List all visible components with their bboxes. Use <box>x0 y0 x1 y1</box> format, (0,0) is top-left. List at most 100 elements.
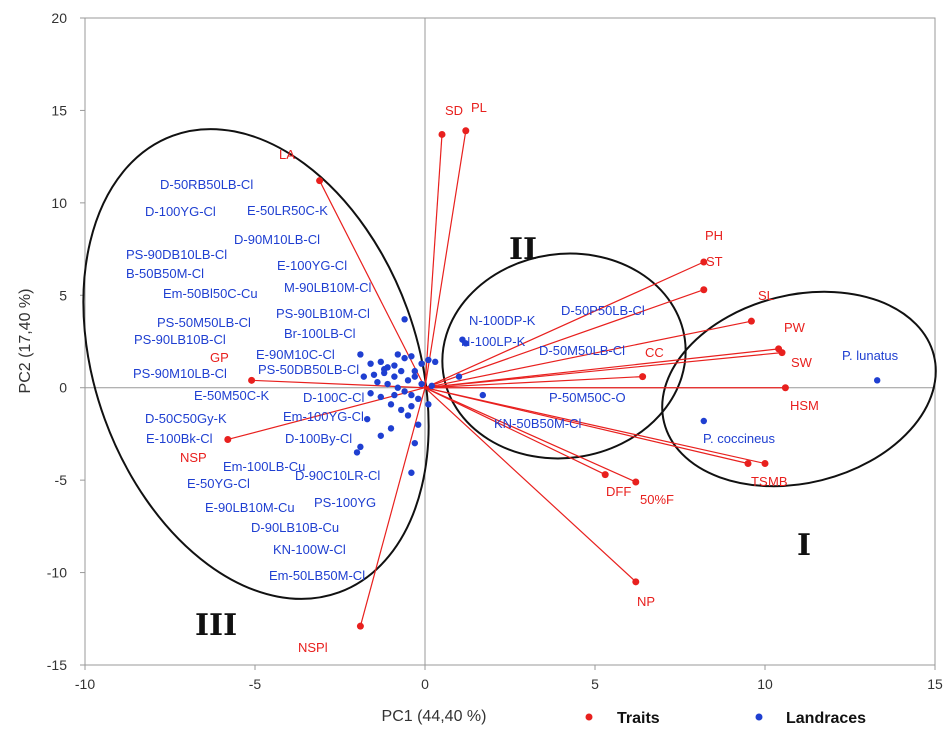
landrace-point <box>353 449 361 456</box>
landrace-point <box>700 417 707 425</box>
trait-label: HSM <box>790 398 819 413</box>
landrace-label: E-50YG-Cl <box>187 476 250 491</box>
trait-vector <box>424 134 443 388</box>
trait-label: SD <box>445 103 463 118</box>
y-tick-label: 5 <box>59 287 67 303</box>
landrace-point <box>357 351 364 358</box>
trait-label: SL <box>758 288 774 303</box>
landrace-point <box>367 360 374 367</box>
trait-point <box>316 177 324 185</box>
legend: Traits Landraces <box>585 710 866 727</box>
trait-label: 50%F <box>640 492 674 507</box>
trait-point <box>248 376 256 384</box>
landrace-point <box>415 421 422 428</box>
x-tick-label: 15 <box>927 676 943 692</box>
trait-point <box>356 622 364 630</box>
trait-vector <box>424 387 606 476</box>
landrace-label: Em-100YG-Cl <box>283 409 364 424</box>
landrace-point <box>462 340 469 347</box>
landrace-point <box>394 384 401 391</box>
landrace-label: Em-50LB50M-Cl <box>269 568 365 583</box>
trait-label: NP <box>637 594 655 609</box>
trait-point <box>601 471 609 479</box>
x-tick-label: 0 <box>421 676 429 692</box>
trait-label: SW <box>791 355 813 370</box>
landrace-point <box>411 367 418 375</box>
landrace-point <box>418 360 425 367</box>
landrace-point <box>391 373 398 380</box>
trait-label: NSP <box>180 450 207 465</box>
landrace-label: PS-90LB10M-Cl <box>276 306 370 321</box>
landrace-label: E-50M50C-K <box>194 388 269 403</box>
landrace-label: PS-50M50LB-Cl <box>157 315 251 330</box>
landrace-point <box>394 351 401 358</box>
landrace-point <box>357 443 364 451</box>
trait-label: PL <box>471 100 487 115</box>
landrace-label: D-50P50LB-Cl <box>561 303 645 318</box>
trait-label: DFF <box>606 484 631 499</box>
landrace-label: E-90LB10M-Cu <box>205 500 295 515</box>
landrace-point <box>360 373 367 380</box>
trait-point <box>761 460 769 468</box>
y-tick-label: -5 <box>55 472 68 488</box>
legend-traits-marker <box>585 713 593 721</box>
landrace-point <box>381 366 388 373</box>
landrace-point <box>411 439 418 447</box>
point-labels: LA SD PL PH ST SL PW SW CC HSM TS MB DFF 50%F NP NSPl NS… <box>126 100 899 655</box>
trait-label: CC <box>645 345 664 360</box>
landrace-point <box>401 316 408 323</box>
y-axis-title: PC2 (17,40 %) <box>17 289 34 394</box>
landrace-point <box>367 390 374 397</box>
trait-vector <box>319 180 426 388</box>
trait-point <box>700 286 708 294</box>
landrace-point <box>364 415 371 423</box>
trait-vector <box>424 130 467 388</box>
landrace-point <box>428 382 435 390</box>
trait-vector <box>424 320 752 389</box>
landrace-point <box>411 373 418 380</box>
landrace-point <box>401 388 408 395</box>
landrace-point <box>391 391 398 399</box>
landrace-label: M-90LB10M-Cl <box>284 280 372 295</box>
landrace-label: Em-50Bl50C-Cu <box>163 286 258 301</box>
landrace-point <box>408 353 415 360</box>
group-label-III: III <box>195 608 237 643</box>
landrace-point <box>384 380 391 388</box>
x-tick-label: -5 <box>249 676 262 692</box>
landrace-point <box>387 401 395 408</box>
trait-point <box>632 478 640 486</box>
landrace-point <box>408 403 415 410</box>
trait-vector <box>424 387 637 583</box>
legend-landraces-marker <box>755 713 763 721</box>
landrace-label: D-100YG-Cl <box>145 204 216 219</box>
landrace-point <box>401 354 408 362</box>
x-tick-label: 10 <box>757 676 773 692</box>
landrace-point <box>377 432 384 439</box>
trait-label: PH <box>705 228 723 243</box>
y-tick-label: 0 <box>59 380 67 396</box>
legend-landraces-label: Landraces <box>786 710 866 727</box>
trait-vectors <box>224 127 789 630</box>
legend-traits-label: Traits <box>617 710 660 727</box>
cluster-ellipse-II <box>441 252 687 460</box>
trait-point <box>781 384 789 392</box>
landrace-point <box>415 395 422 403</box>
landrace-label: E-100YG-Cl <box>277 258 347 273</box>
landrace-point <box>418 380 425 388</box>
y-tick-label: -15 <box>47 657 67 673</box>
trait-vector <box>424 261 705 389</box>
landrace-label: D-100By-Cl <box>285 431 352 446</box>
trait-vector <box>424 387 766 465</box>
y-tick-label: 15 <box>51 102 67 118</box>
trait-point <box>700 258 708 266</box>
x-tick-label: -10 <box>75 676 95 692</box>
landrace-point <box>455 373 463 380</box>
trait-vector <box>424 387 637 483</box>
landrace-label: PS-90DB10LB-Cl <box>126 247 227 262</box>
landrace-label: PS-90M10LB-Cl <box>133 366 227 381</box>
trait-vector <box>424 289 704 389</box>
landrace-point <box>387 425 395 432</box>
cluster-ellipse-III <box>82 128 430 600</box>
trait-vector <box>424 387 749 465</box>
